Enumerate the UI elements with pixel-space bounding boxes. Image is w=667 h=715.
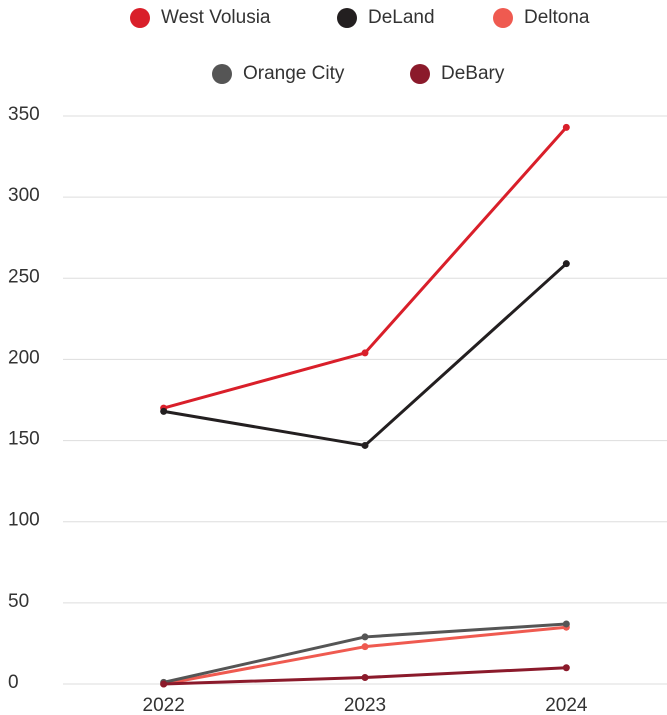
data-point [361, 633, 369, 641]
data-point [562, 664, 570, 672]
y-tick-label: 350 [8, 104, 40, 125]
y-tick-label: 200 [8, 347, 40, 368]
y-tick-label: 300 [8, 185, 40, 206]
y-tick-label: 250 [8, 266, 40, 287]
y-tick-label: 100 [8, 510, 40, 531]
legend-label: DeBary [441, 63, 505, 84]
x-tick-label: 2022 [143, 695, 185, 715]
data-point [361, 349, 369, 357]
series-line [163, 126, 568, 410]
legend-marker [410, 64, 430, 84]
y-tick-label: 0 [8, 672, 19, 693]
data-point [160, 680, 168, 688]
data-point [562, 123, 570, 131]
data-point [361, 441, 369, 449]
data-point [562, 260, 570, 268]
y-tick-label: 50 [8, 591, 29, 612]
y-tick-label: 150 [8, 429, 40, 450]
legend-marker [493, 8, 513, 28]
legend-label: West Volusia [161, 7, 271, 28]
legend-label: DeLand [368, 7, 435, 28]
legend-marker [212, 64, 232, 84]
legend-label: Deltona [524, 7, 590, 28]
legend-label: Orange City [243, 63, 345, 84]
data-point [361, 643, 369, 651]
data-point [562, 620, 570, 628]
data-point [361, 674, 369, 682]
legend-marker [130, 8, 150, 28]
x-tick-label: 2023 [344, 695, 386, 715]
x-tick-label: 2024 [545, 695, 588, 715]
legend-marker [337, 8, 357, 28]
data-point [160, 407, 168, 415]
